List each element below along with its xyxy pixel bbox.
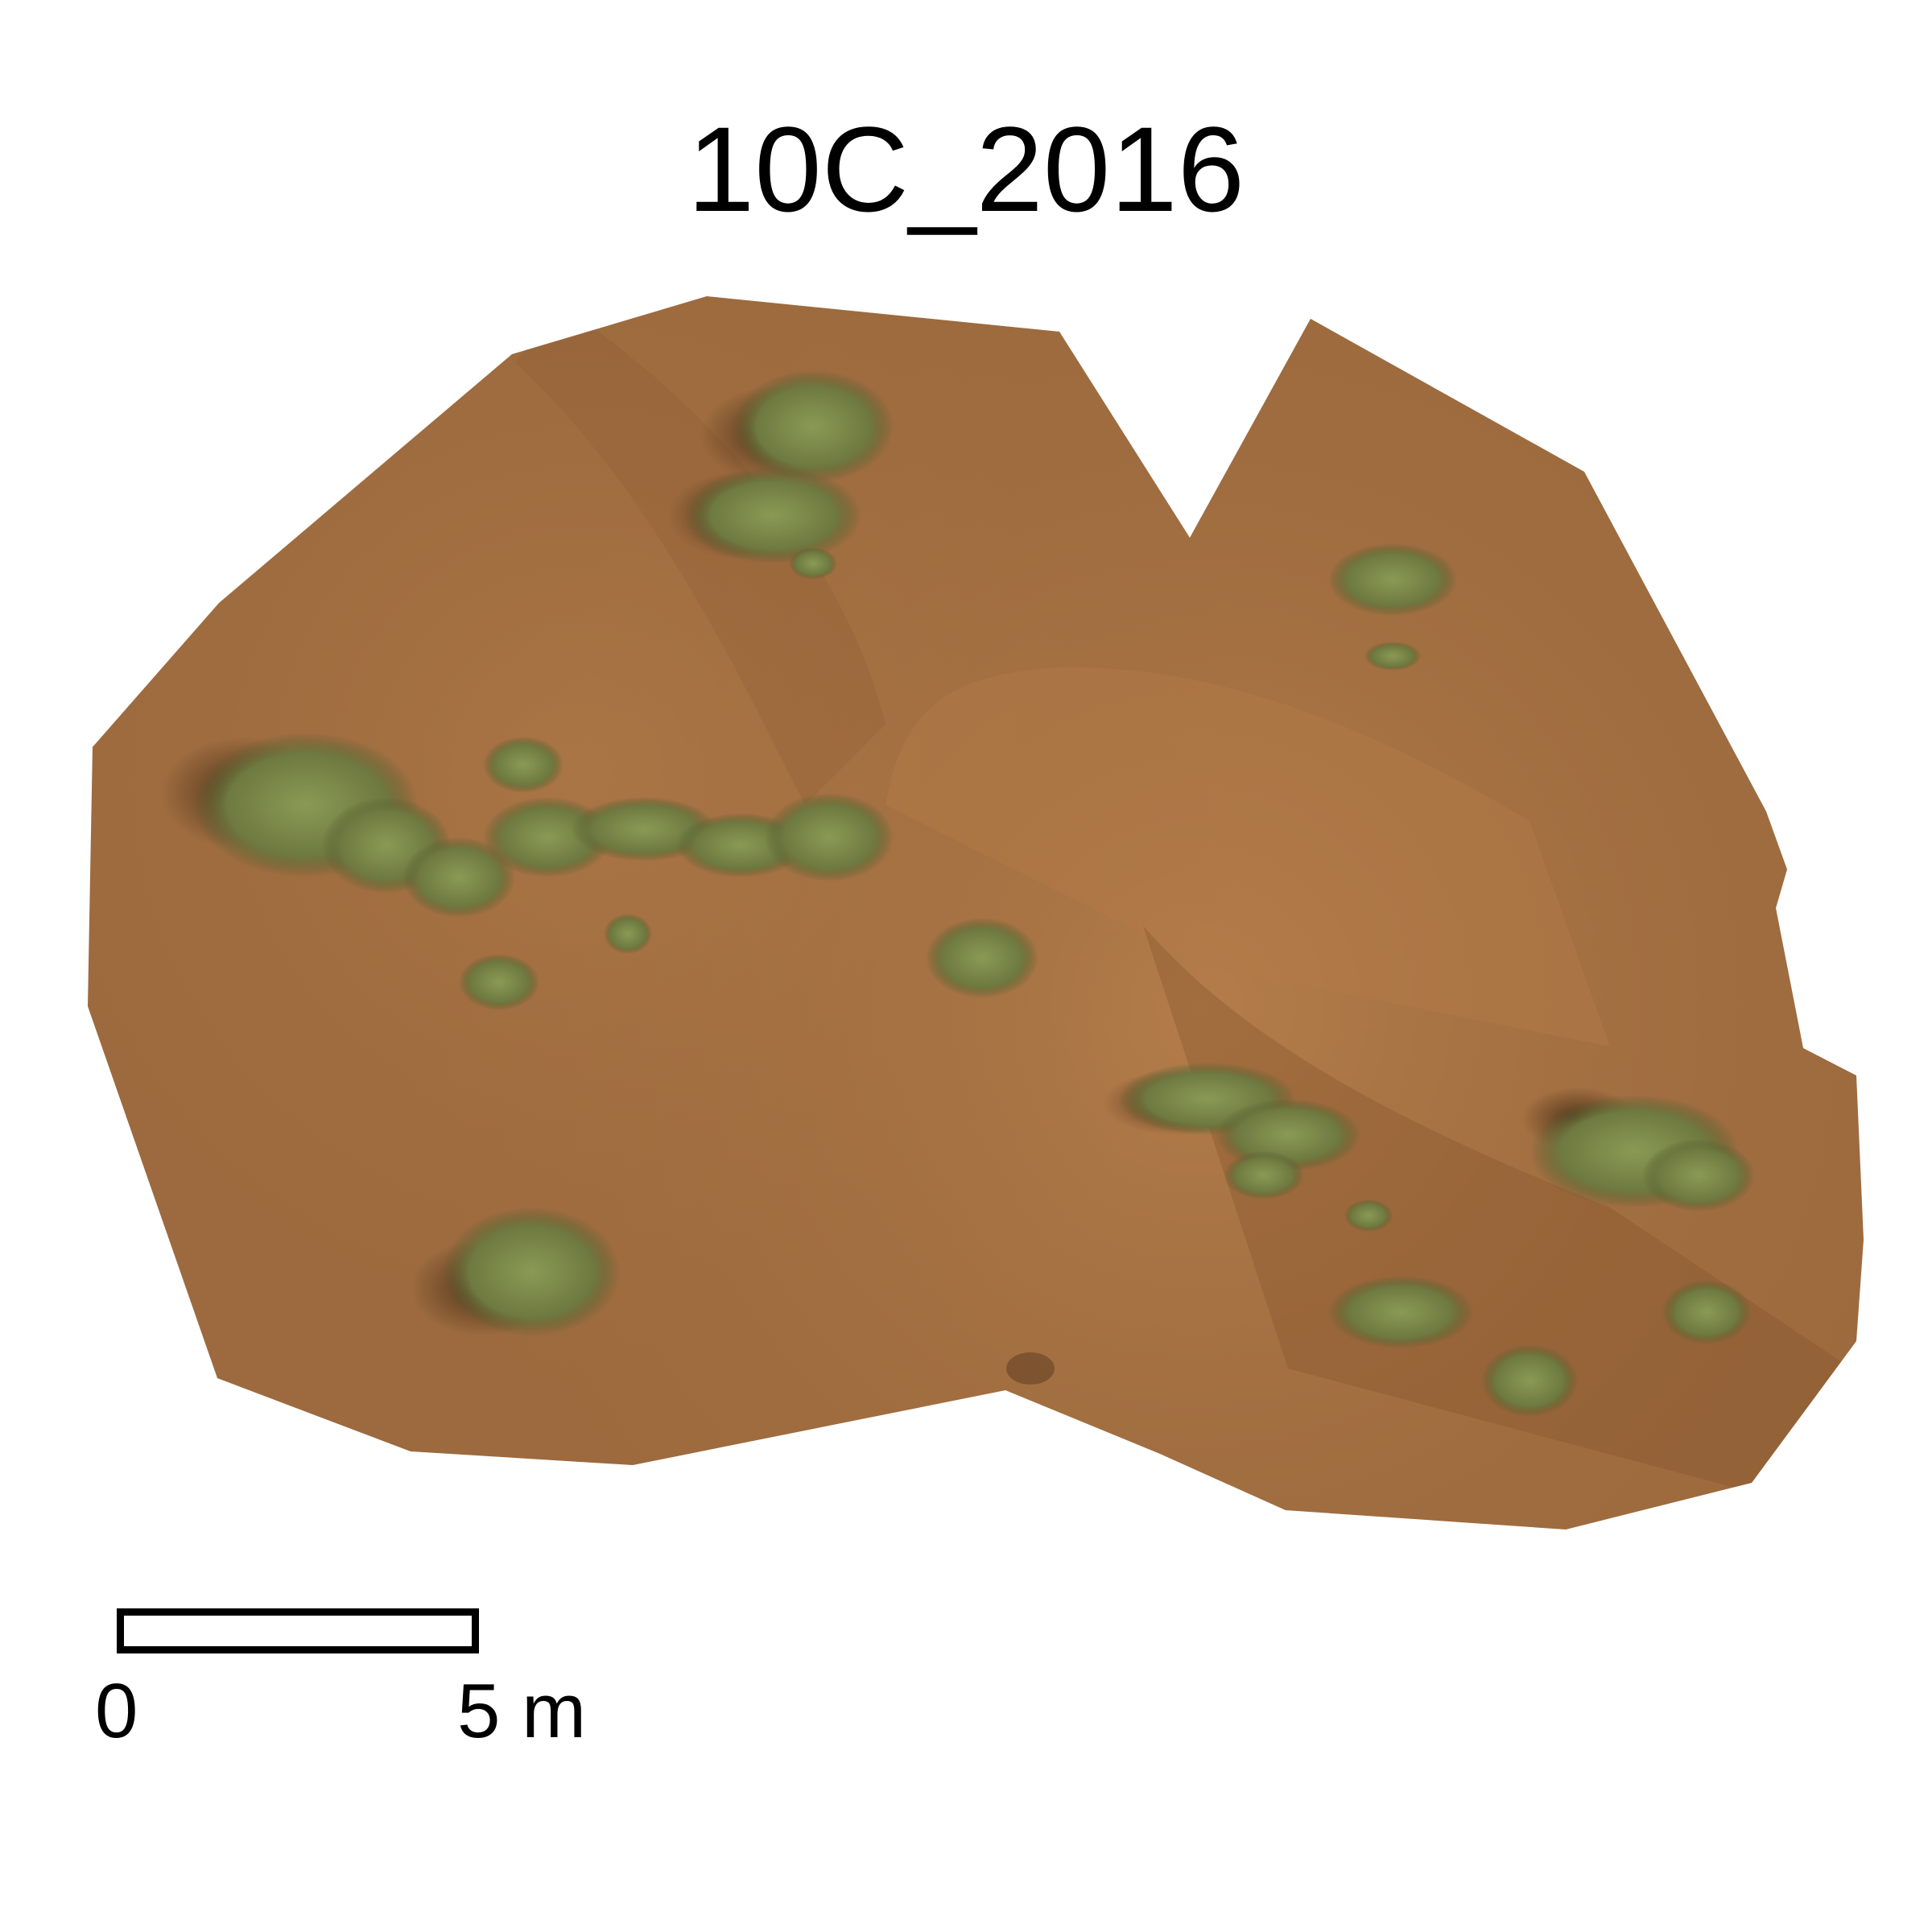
vegetation-southwest: [411, 1208, 1055, 1385]
vegetation-central-east: [1103, 1063, 1393, 1232]
scale-label-start: 0: [95, 1668, 138, 1754]
vegetation-west-band: [161, 733, 1038, 1010]
vegetation-southeast: [1328, 1087, 1755, 1417]
map-title: 10C_2016: [687, 101, 1245, 237]
vegetation-northeast: [1328, 543, 1457, 671]
vegetation-north: [668, 370, 894, 580]
scale-label-end: 5 m: [457, 1668, 587, 1754]
scale-bar: [117, 1608, 479, 1653]
dune-crest-highlight: [886, 667, 1610, 1046]
dune-slope-shade: [1143, 926, 1852, 1497]
dune-slope-shade-north: [515, 306, 886, 805]
